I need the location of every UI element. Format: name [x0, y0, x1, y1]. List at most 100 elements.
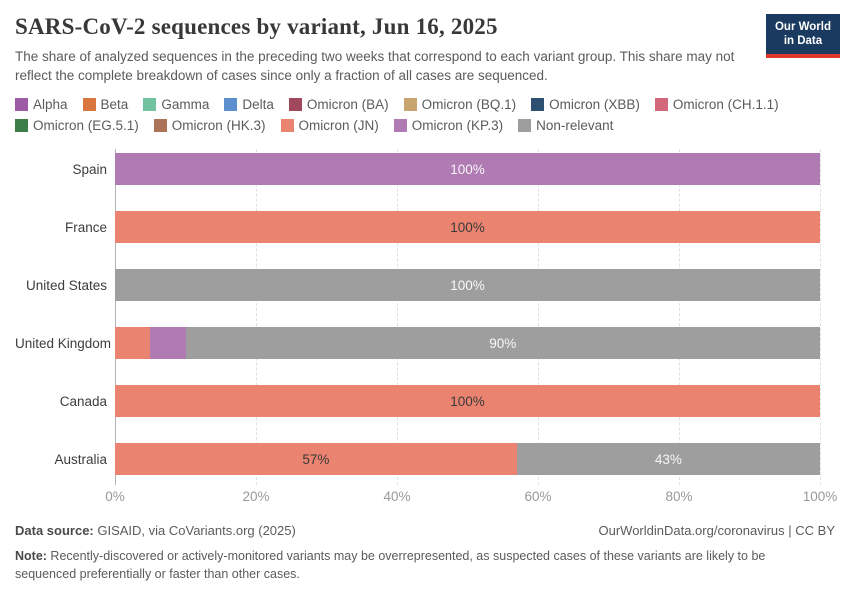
legend-label: Delta: [242, 97, 274, 113]
bar-segment-omicron-kp-3: 100%: [115, 153, 820, 186]
legend-item-omicron-jn: Omicron (JN): [280, 118, 379, 134]
legend-item-gamma: Gamma: [143, 97, 209, 112]
gridline-80: [679, 149, 680, 486]
legend-swatch-icon: [518, 119, 532, 133]
bar-rows: Spain 100% France 100% United States 100% Unit…: [15, 153, 820, 476]
legend-item-beta: Beta: [82, 97, 129, 113]
owid-logo-line1: Our World: [774, 21, 831, 33]
legend-swatch-icon: [143, 98, 157, 112]
table-row: France 100%: [15, 211, 820, 244]
chart-header: SARS-CoV-2 sequences by variant, Jun 16,…: [0, 12, 850, 85]
gridline-100: [820, 149, 821, 486]
owid-logo-line2: in Data: [783, 35, 823, 48]
legend-item-omicron-hk-3: Omicron (HK.3): [153, 118, 266, 134]
bar-track: 100%: [115, 269, 820, 302]
legend-label: Gamma: [161, 97, 210, 113]
x-tick-label: 40%: [383, 489, 411, 505]
table-row: Australia 57% 43%: [15, 443, 820, 476]
table-row: United States 100%: [15, 269, 820, 302]
chart-subtitle: The share of analyzed sequences in the p…: [15, 49, 735, 84]
legend-label: Beta: [100, 97, 129, 113]
legend-item-alpha: Alpha: [15, 97, 68, 112]
gridline-40: [397, 149, 398, 486]
legend-label: Omicron (JN): [298, 118, 379, 134]
legend-swatch-icon: [280, 119, 294, 133]
x-tick-label: 80%: [665, 489, 693, 505]
country-label: Australia: [54, 451, 107, 467]
footer-note-label: Note:: [15, 548, 47, 563]
data-source-label: Data source:: [15, 522, 94, 538]
legend-swatch-icon: [393, 119, 407, 133]
legend-label: Omicron (EG.5.1): [33, 118, 139, 134]
legend-label: Omicron (BQ.1): [421, 97, 517, 113]
y-axis-line: [115, 149, 116, 486]
plot-area: Spain 100% France 100% United States 100% Unit…: [0, 149, 850, 486]
bar-segment-non-relevant: 100%: [115, 269, 820, 302]
footer-note: Note: Recently-discovered or actively-mo…: [15, 547, 827, 585]
x-tick-label: 20%: [242, 489, 270, 505]
bar-segment-omicron-jn: 57%: [115, 443, 517, 476]
legend-label: Omicron (BA): [306, 97, 389, 113]
country-label: United Kingdom: [15, 335, 112, 351]
owid-coronavirus-link[interactable]: OurWorldinData.org/coronavirus | CC BY: [598, 522, 835, 538]
owid-logo: Our World in Data: [765, 14, 840, 58]
legend-item-delta: Delta: [224, 97, 274, 112]
x-tick-label: 100%: [802, 489, 838, 505]
legend-label: Omicron (KP.3): [411, 118, 504, 134]
chart-footer: Data source: GISAID, via CoVariants.org …: [0, 523, 850, 600]
gridline-20: [256, 149, 257, 486]
legend-swatch-icon: [403, 98, 417, 112]
legend-item-omicron-ch-1-1: Omicron (CH.1.1): [654, 97, 779, 113]
legend-label: Omicron (HK.3): [171, 118, 266, 134]
country-label: Canada: [59, 393, 107, 409]
country-label: Spain: [72, 161, 107, 177]
bar-track: 57% 43%: [115, 443, 820, 476]
bar-track: 90%: [115, 327, 820, 360]
grid-layer: [115, 149, 821, 486]
source-row: Data source: GISAID, via CoVariants.org …: [15, 523, 835, 538]
legend-item-omicron-xbb: Omicron (XBB): [531, 97, 640, 112]
bar-segment-omicron-jn: 100%: [115, 385, 820, 418]
legend-item-non-relevant: Non-relevant: [518, 118, 613, 133]
legend-item-omicron-ba: Omicron (BA): [288, 97, 389, 113]
legend-swatch-icon: [224, 98, 238, 112]
data-source: Data source: GISAID, via CoVariants.org …: [15, 523, 296, 538]
legend-swatch-icon: [153, 119, 167, 133]
variant-legend: Alpha Beta Gamma Delta Omicron (BA) Omicron (…: [0, 97, 850, 133]
table-row: Spain 100%: [15, 153, 820, 186]
data-source-text: GISAID, via CoVariants.org (2025): [93, 522, 296, 538]
table-row: United Kingdom 90%: [15, 327, 820, 360]
title-block: SARS-CoV-2 sequences by variant, Jun 16,…: [15, 12, 760, 85]
bar-track: 100%: [115, 211, 820, 244]
legend-swatch-icon: [654, 98, 668, 112]
gridline-60: [538, 149, 539, 486]
country-label: United States: [25, 277, 107, 293]
legend-item-omicron-eg-5-1: Omicron (EG.5.1): [15, 118, 139, 133]
bar-segment-omicron-kp-3: [150, 327, 186, 360]
legend-swatch-icon: [15, 98, 28, 112]
legend-item-omicron-kp-3: Omicron (KP.3): [393, 118, 504, 134]
footer-note-text: Recently-discovered or actively-monitore…: [15, 548, 766, 582]
bar-segment-omicron-jn: 100%: [115, 211, 820, 244]
bar-segment-non-relevant: 43%: [516, 443, 820, 476]
bar-track: 100%: [115, 153, 820, 186]
legend-label: Alpha: [33, 97, 68, 113]
legend-label: Omicron (CH.1.1): [672, 97, 779, 113]
legend-item-omicron-bq-1: Omicron (BQ.1): [403, 97, 517, 113]
legend-swatch-icon: [82, 98, 96, 112]
legend-label: Non-relevant: [536, 118, 614, 134]
page-title: SARS-CoV-2 sequences by variant, Jun 16,…: [15, 14, 498, 39]
bar-segment-non-relevant: 90%: [185, 327, 820, 360]
legend-swatch-icon: [15, 119, 28, 133]
x-tick-label: 60%: [524, 489, 552, 505]
table-row: Canada 100%: [15, 385, 820, 418]
legend-swatch-icon: [531, 98, 545, 112]
legend-label: Omicron (XBB): [549, 97, 640, 113]
bar-track: 100%: [115, 385, 820, 418]
bar-segment-omicron-jn: [115, 327, 151, 360]
legend-swatch-icon: [288, 98, 302, 112]
country-label: France: [64, 219, 107, 235]
x-axis: 0% 20% 40% 60% 80% 100%: [105, 485, 837, 507]
x-tick-label: 0%: [105, 489, 125, 505]
